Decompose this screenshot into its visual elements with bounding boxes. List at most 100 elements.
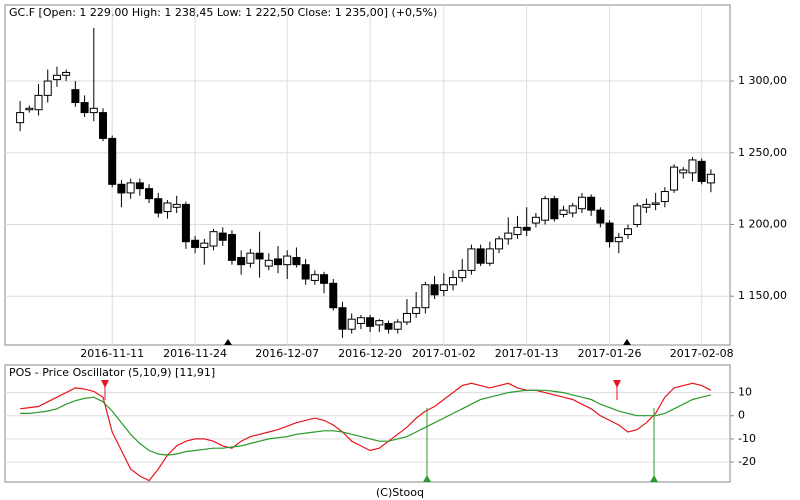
candle-body <box>393 321 402 330</box>
oscillator-line <box>20 389 712 456</box>
candle-body <box>89 107 98 114</box>
candle-body <box>320 274 329 284</box>
y-tick-label: -10 <box>738 432 756 445</box>
candle-body <box>495 238 504 250</box>
oscillator-title: POS - Price Oscillator (5,10,9) [11,91] <box>9 366 215 379</box>
candle-body <box>172 203 181 208</box>
x-tick-label: 2017-01-13 <box>495 347 559 360</box>
candle-body <box>209 231 218 247</box>
candle-body <box>706 173 715 184</box>
candle-body <box>605 222 614 243</box>
footer: (C)Stooq <box>376 486 424 499</box>
candle-body <box>476 248 485 264</box>
candle-body <box>660 190 669 203</box>
candle-body <box>301 264 310 280</box>
candle-body <box>292 256 301 266</box>
candle-body <box>200 242 209 248</box>
candle-body <box>52 74 61 81</box>
signal-marker <box>623 339 631 345</box>
candle-body <box>283 255 292 266</box>
x-tick-label: 2016-12-20 <box>338 347 402 360</box>
candle-body <box>181 203 190 243</box>
y-tick-label: 1 200,00 <box>738 217 787 230</box>
candle-body <box>108 137 117 185</box>
candle-body <box>449 277 457 286</box>
signal-marker <box>613 380 621 388</box>
candle-body <box>402 312 411 323</box>
candle-body <box>624 228 632 236</box>
candle-body <box>651 202 660 205</box>
candle-body <box>154 198 163 214</box>
candle-body <box>62 71 71 76</box>
candle-body <box>688 159 697 174</box>
candle-body <box>541 198 550 221</box>
candle-body <box>596 209 605 224</box>
y-tick-label: -20 <box>738 455 756 468</box>
candle-body <box>421 284 430 309</box>
candle-body <box>458 269 467 279</box>
oscillator-panel <box>4 364 731 483</box>
candle-body <box>356 317 365 324</box>
candle-body <box>191 239 200 248</box>
candle-body <box>412 307 421 314</box>
candle-body <box>218 232 227 241</box>
candle-body <box>633 205 642 225</box>
x-tick-label: 2016-12-07 <box>255 347 319 360</box>
candle-body <box>430 284 439 296</box>
x-tick-label: 2016-11-24 <box>163 347 227 360</box>
candle-body <box>34 94 43 111</box>
candle-body <box>531 216 540 224</box>
candle-body <box>568 205 577 214</box>
candle-body <box>550 198 559 220</box>
candle-body <box>274 258 282 266</box>
candle-body <box>485 248 494 264</box>
y-tick-label: 1 300,00 <box>738 74 787 87</box>
y-tick-label: 1 150,00 <box>738 289 787 302</box>
candle-body <box>246 252 255 264</box>
candle-body <box>614 236 623 243</box>
candle-body <box>99 112 107 139</box>
candle-body <box>513 226 522 236</box>
candle-body <box>80 102 89 114</box>
candle-body <box>310 274 319 281</box>
candle-body <box>117 183 126 194</box>
candle-body <box>366 317 375 327</box>
candle-body <box>559 209 568 215</box>
candle-body <box>71 89 80 104</box>
candle-body <box>126 182 135 194</box>
candle-body <box>587 196 596 211</box>
candle-body <box>439 284 448 291</box>
signal-marker <box>101 380 109 388</box>
candle-body <box>145 188 154 200</box>
candle-body <box>338 307 347 330</box>
candle-body <box>670 166 679 191</box>
candle-body <box>255 252 264 260</box>
candle-body <box>43 80 52 96</box>
x-tick-label: 2017-01-02 <box>412 347 476 360</box>
candle-body <box>237 256 246 266</box>
candle-body <box>384 322 393 330</box>
signal-marker <box>423 475 431 482</box>
candle-body <box>642 203 651 208</box>
candle-body <box>16 112 25 124</box>
oscillator-line <box>20 382 712 482</box>
candle-body <box>467 248 476 271</box>
y-tick-label: 0 <box>738 409 745 422</box>
candle-body <box>679 169 688 174</box>
signal-marker <box>650 475 658 482</box>
y-tick-label: 10 <box>738 386 752 399</box>
candle-body <box>522 226 531 231</box>
candle-body <box>375 320 384 326</box>
candle-body <box>227 234 236 261</box>
candle-body <box>697 160 706 182</box>
candle-body <box>135 182 144 190</box>
candle-body <box>347 318 356 330</box>
candle-body <box>264 259 273 267</box>
x-tick-label: 2017-02-08 <box>670 347 734 360</box>
candle-body <box>25 107 34 111</box>
candle-body <box>163 202 172 213</box>
x-tick-label: 2016-11-11 <box>80 347 144 360</box>
candle-body <box>504 232 513 240</box>
candle-body <box>329 282 338 309</box>
